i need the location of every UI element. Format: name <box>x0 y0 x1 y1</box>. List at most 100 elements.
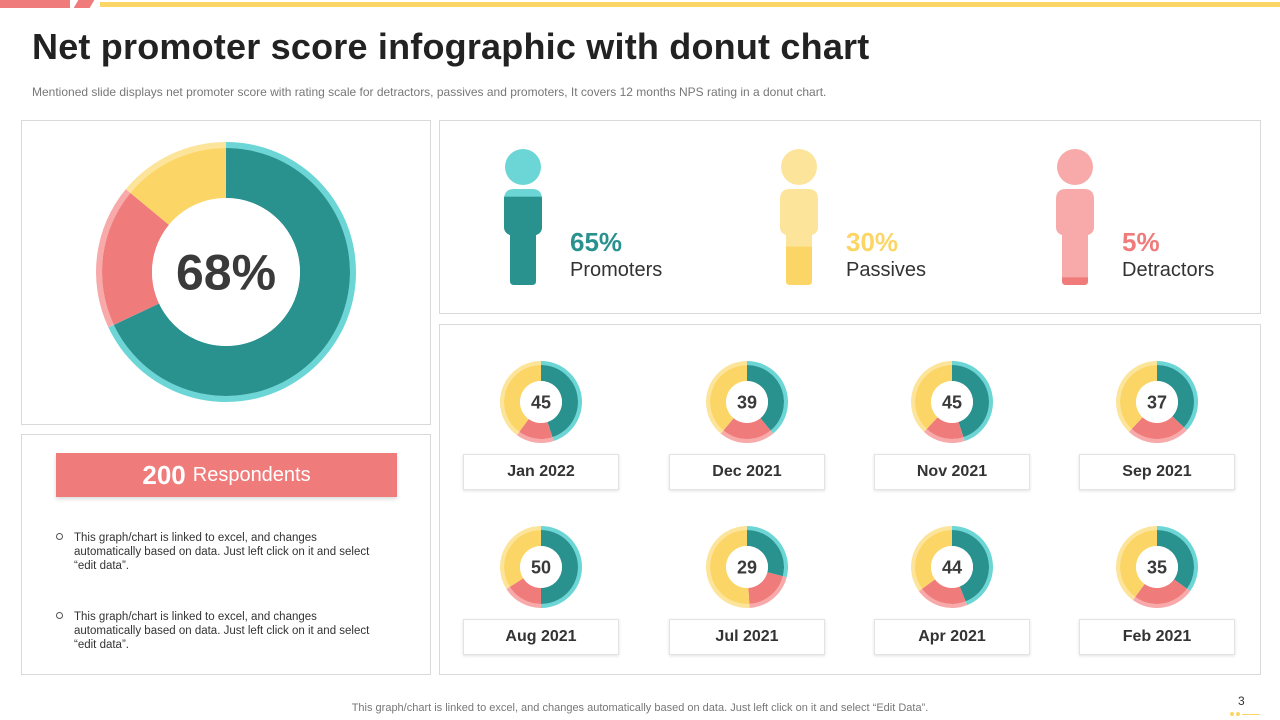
detractors-rim-segment <box>749 576 787 608</box>
detractors-slice[interactable] <box>748 572 783 604</box>
respondents-count: 200 <box>142 459 186 490</box>
promoters-rim-segment <box>952 526 993 606</box>
promoters-rim-segment <box>1157 526 1198 592</box>
donut-center-label: 37 <box>1147 392 1167 412</box>
donut-center-label: 35 <box>1147 557 1167 577</box>
passives-slice[interactable] <box>1120 530 1157 597</box>
month-donut-chart[interactable]: 35 <box>1115 525 1199 609</box>
donut-center-label: 39 <box>737 392 757 412</box>
promoters-slice[interactable] <box>952 365 989 438</box>
detractors-slice[interactable] <box>519 418 553 439</box>
detractors-rim-segment <box>1132 588 1191 608</box>
detractors-rim-segment <box>1128 427 1187 443</box>
circle-bullet-icon <box>56 533 63 540</box>
detractors-slice[interactable] <box>922 579 966 604</box>
person-fill-level <box>1056 277 1094 285</box>
promoters-slice[interactable] <box>952 530 989 602</box>
detractors-slice[interactable] <box>723 418 771 439</box>
passives-rim-segment <box>500 361 541 436</box>
category-breakdown-panel: 65% Promoters 30% Passives 5% Detractors <box>439 120 1261 314</box>
donut-center-label: 50 <box>531 557 551 577</box>
month-donut-chart[interactable]: 44 <box>910 525 994 609</box>
month-donut-chart[interactable]: 37 <box>1115 360 1199 444</box>
respondents-label: Respondents <box>192 463 311 486</box>
month-donut-chart[interactable]: 39 <box>705 360 789 444</box>
note-text: This graph/chart is linked to excel, and… <box>74 611 370 651</box>
promoters-slice[interactable] <box>1157 365 1194 428</box>
detractor-person-icon <box>1056 149 1094 285</box>
detractors-slice[interactable] <box>509 578 541 604</box>
promoters-slice[interactable] <box>1157 530 1194 589</box>
month-label: Sep 2021 <box>1079 454 1235 490</box>
passives-rim-segment <box>500 526 541 589</box>
detractors-rim-segment <box>96 189 131 328</box>
main-donut-chart[interactable]: 68% <box>22 121 432 426</box>
passives-slice[interactable] <box>710 530 750 604</box>
respondents-panel: 200 Respondents This graph/chart is link… <box>21 434 431 675</box>
note-text: This graph/chart is linked to excel, and… <box>74 532 370 572</box>
donut-center-label: 45 <box>531 392 551 412</box>
month-label: Apr 2021 <box>874 619 1030 655</box>
promoters-slice[interactable] <box>747 530 784 577</box>
promoters-rim-segment <box>747 361 788 434</box>
monthly-nps-panel: 45 Jan 2022 39 Dec 2021 45 Nov 2021 37 S… <box>439 324 1261 675</box>
passives-slice[interactable] <box>1120 365 1157 429</box>
note-item: This graph/chart is linked to excel, and… <box>56 531 374 573</box>
month-label: Aug 2021 <box>463 619 619 655</box>
donut-hole <box>726 546 768 588</box>
passives-slice[interactable] <box>915 530 952 589</box>
month-donut-chart[interactable]: 29 <box>705 525 789 609</box>
detractors-slice[interactable] <box>926 417 964 439</box>
top-accent-yellow <box>100 2 1280 7</box>
promoters-rim-segment <box>952 361 993 441</box>
donut-hole <box>152 198 300 346</box>
donut-hole <box>520 546 562 588</box>
passives-rim-segment <box>125 142 226 193</box>
donut-hole <box>726 381 768 423</box>
month-donut-chart[interactable]: 45 <box>499 360 583 444</box>
promoters-slice[interactable] <box>747 365 784 431</box>
detractors-label: Detractors <box>1122 259 1215 281</box>
passives-rim-segment <box>1116 361 1157 432</box>
person-fill-level <box>780 246 818 285</box>
passives-slice[interactable] <box>915 365 952 429</box>
top-accent-red-slash <box>73 0 95 8</box>
passives-rim-segment <box>911 526 952 592</box>
passives-slice[interactable] <box>504 365 541 432</box>
main-donut-panel: 68% <box>21 120 431 425</box>
passives-slice[interactable] <box>710 365 747 431</box>
detractors-rim-segment <box>516 431 554 443</box>
person-head <box>781 149 817 185</box>
promoters-label: Promoters <box>570 259 663 281</box>
month-donut-chart[interactable]: 45 <box>910 360 994 444</box>
detractors-rim-segment <box>506 586 541 608</box>
passives-label: Passives <box>846 259 927 281</box>
passives-slice[interactable] <box>130 148 226 225</box>
person-fill-level <box>504 196 542 285</box>
promoters-rim-segment <box>1157 361 1198 431</box>
page-number: 3 <box>1238 694 1245 708</box>
detractors-slice[interactable] <box>1135 579 1187 604</box>
month-label: Dec 2021 <box>669 454 825 490</box>
donut-center-label: 44 <box>942 557 962 577</box>
page-dots-decoration <box>1230 712 1260 716</box>
detractors-slice[interactable] <box>1131 416 1184 439</box>
detractors-rim-segment <box>720 430 774 443</box>
donut-center-label: 29 <box>737 557 757 577</box>
promoters-slice[interactable] <box>541 530 579 604</box>
month-donut-chart[interactable]: 50 <box>499 525 583 609</box>
promoters-rim-segment <box>747 526 788 578</box>
donut-hole <box>1136 546 1178 588</box>
passives-slice[interactable] <box>504 530 541 587</box>
detractors-percent: 5% <box>1122 227 1160 257</box>
promoters-slice[interactable] <box>541 365 578 438</box>
passives-rim-segment <box>1116 526 1157 601</box>
passives-rim-segment <box>706 361 747 434</box>
detractors-rim-segment <box>923 428 965 443</box>
promoters-slice[interactable] <box>113 148 350 396</box>
donut-center-label: 45 <box>942 392 962 412</box>
detractors-rim-segment <box>918 588 968 608</box>
detractors-slice[interactable] <box>102 192 169 325</box>
month-label: Jul 2021 <box>669 619 825 655</box>
month-label: Nov 2021 <box>874 454 1030 490</box>
